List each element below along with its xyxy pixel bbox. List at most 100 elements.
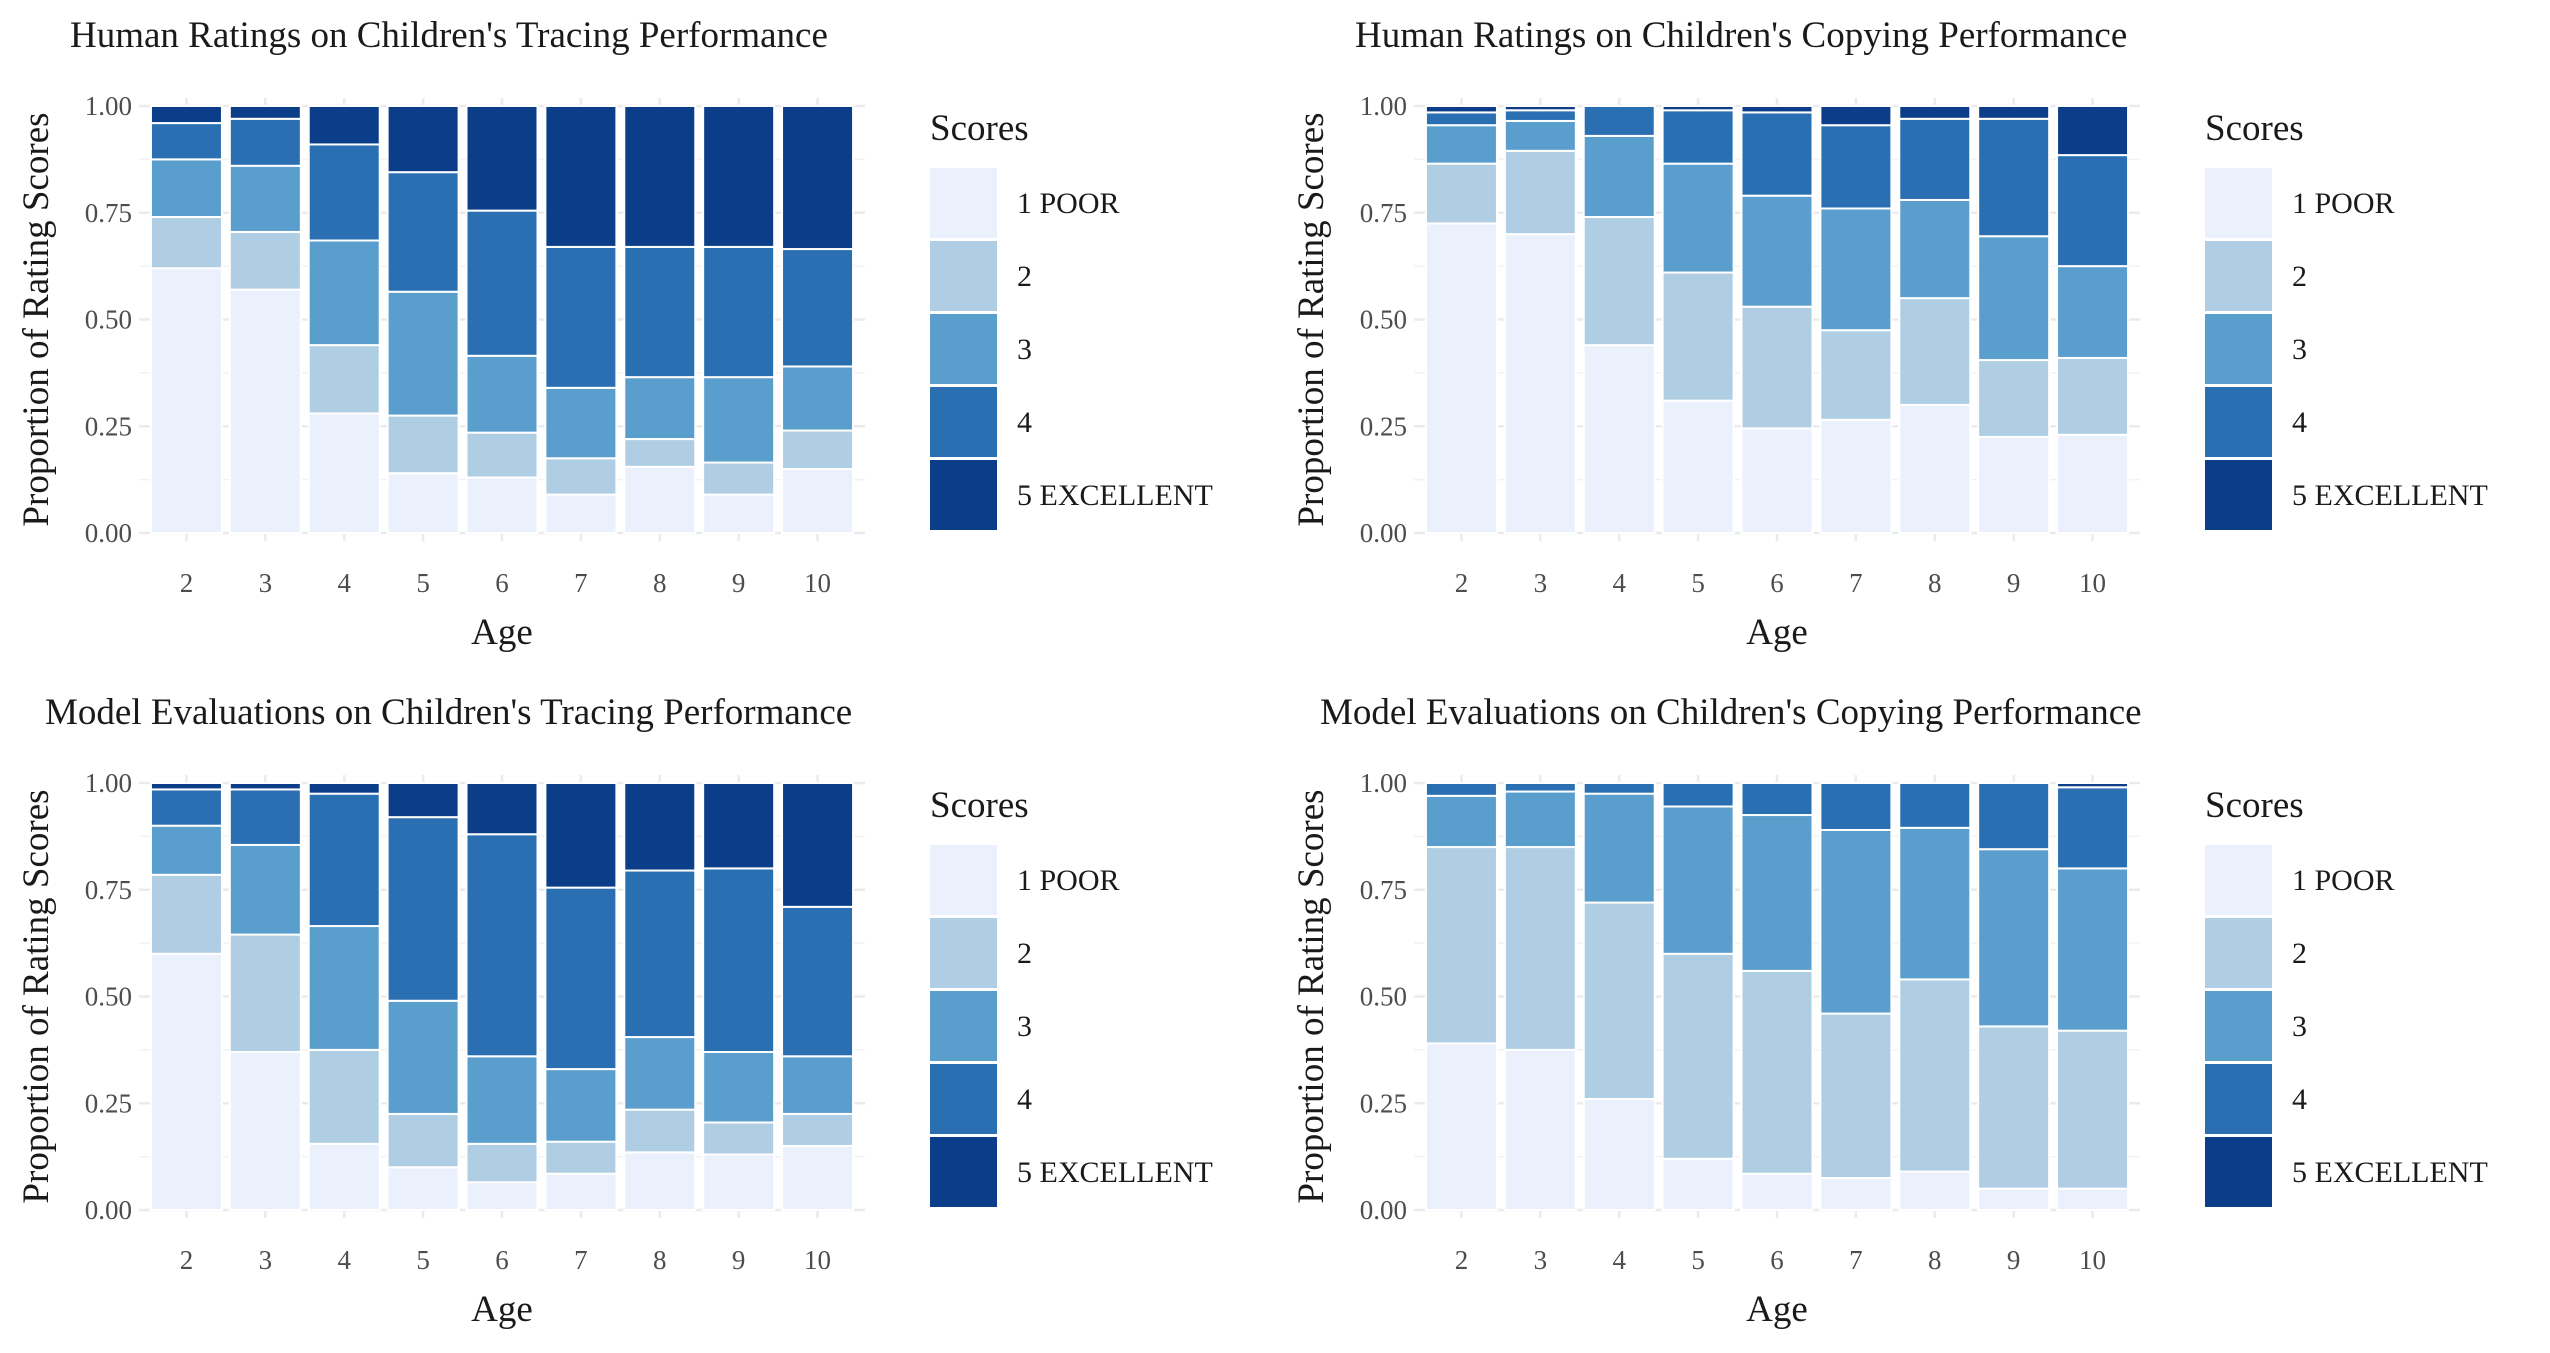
bar-segment [1503,846,1577,1051]
legend-label: 5 EXCELLENT [2292,1156,2488,1189]
bar-segment [307,792,381,928]
legend-label: 2 [2292,260,2307,293]
bar-segment [2056,1029,2130,1190]
chart-title: Human Ratings on Children's Tracing Perf… [70,15,828,56]
bar-segment [1898,105,1972,120]
x-tick-label: 7 [574,568,588,598]
bar-segment [228,230,302,291]
x-tick-label: 9 [732,568,746,598]
x-tick-label: 4 [1612,1245,1626,1275]
bar-segment [1424,162,1498,225]
y-tick-label: 0.50 [85,982,132,1012]
bar-segment [1503,149,1577,236]
legend-label: 4 [2292,406,2307,439]
bar-segment [465,782,539,836]
bar-segment [781,905,855,1058]
y-tick-label: 0.00 [85,1195,132,1225]
bar-segment [228,288,302,534]
x-tick-label: 9 [2007,568,2021,598]
bar-segment [702,1051,776,1124]
bar-segment [149,216,223,270]
bar-segment [1424,1042,1498,1211]
bar-segment [465,354,539,434]
legend-swatch [2205,918,2272,988]
y-tick-label: 1.00 [1360,768,1407,798]
bar-segment [1898,1170,1972,1212]
bar-segment [307,1048,381,1145]
y-tick-label: 0.50 [1360,305,1407,335]
chart-svg: 0.00 0.25 0.50 0.75 1.00 2 3 4 5 6 7 8 9 10 Human Rati… [16,15,1213,653]
bar-segment [781,467,855,535]
bar-segment [702,782,776,870]
legend-label: 4 [2292,1083,2307,1116]
legend-swatch [930,241,997,311]
y-tick-label: 1.00 [1360,91,1407,121]
bar-segment [1424,222,1498,535]
x-tick-label: 10 [2079,1245,2106,1275]
x-tick-label: 3 [1534,568,1548,598]
x-tick-label: 3 [1534,1245,1548,1275]
bar-segment [386,414,460,475]
bar-segment [544,245,618,389]
x-axis-label: Age [471,612,533,653]
bar-segment [781,248,855,368]
bar-segment [465,833,539,1058]
bar-segment [1424,111,1498,127]
legend-label: 2 [1017,260,1032,293]
bar-segment [1740,1172,1814,1211]
legend-title: Scores [2205,108,2304,149]
bar-segment [1819,418,1893,534]
chart-svg: 0.00 0.25 0.50 0.75 1.00 2 3 4 5 6 7 8 9 10 Model Eval… [1291,692,2488,1330]
bar-segment [228,843,302,936]
bar-segment [386,290,460,417]
x-axis-label: Age [1746,1289,1808,1330]
bar-segment [702,376,776,464]
bar-segment [623,1151,697,1212]
x-tick-label: 4 [337,1245,351,1275]
bar-segment [1740,814,1814,972]
bar-segment [1503,790,1577,849]
bar-group [149,782,855,1212]
bar-segment [1740,111,1814,197]
legend: Scores 1 POOR 2 3 4 5 EXCELLENT [930,785,1213,1207]
bar-segment [149,105,223,125]
y-axis-label: Proportion of Rating Scores [16,789,57,1203]
bar-segment [386,782,460,819]
bar-segment [149,122,223,161]
y-tick-label: 0.25 [85,411,132,441]
x-tick-label: 5 [1691,568,1705,598]
bar-segment [1503,109,1577,122]
bar-segment [544,105,618,248]
bar-segment [1898,826,1972,981]
bar-segment [1661,952,1735,1160]
bar-segment [1977,117,2051,238]
bar-segment [623,465,697,534]
bar-segment [307,1142,381,1211]
bar-segment [2056,786,2130,870]
y-tick-label: 0.25 [1360,411,1407,441]
bar-segment [1582,1097,1656,1212]
bar-segment [781,782,855,908]
bar-segment [2056,867,2130,1032]
x-axis-label: Age [471,1289,533,1330]
bar-segment [2056,265,2130,359]
bar-segment [1661,105,1735,112]
bar-segment [1819,828,1893,1015]
bar-segment [1582,216,1656,347]
bar-segment [149,824,223,876]
legend-label: 5 EXCELLENT [1017,479,1213,512]
x-axis-label: Age [1746,612,1808,653]
bar-segment [228,788,302,846]
bar-segment [1582,134,1656,219]
bar-segment [1898,117,1972,201]
bar-segment [307,782,381,795]
x-tick-label: 5 [416,568,430,598]
bar-segment [702,105,776,248]
bar-segment [702,1121,776,1156]
bar-segment [1503,233,1577,534]
x-tick-label: 8 [653,568,667,598]
bar-segment [1819,105,1893,127]
bar-segment [1582,782,1656,795]
bar-segment [386,1112,460,1169]
chart-title: Model Evaluations on Children's Tracing … [45,692,852,733]
